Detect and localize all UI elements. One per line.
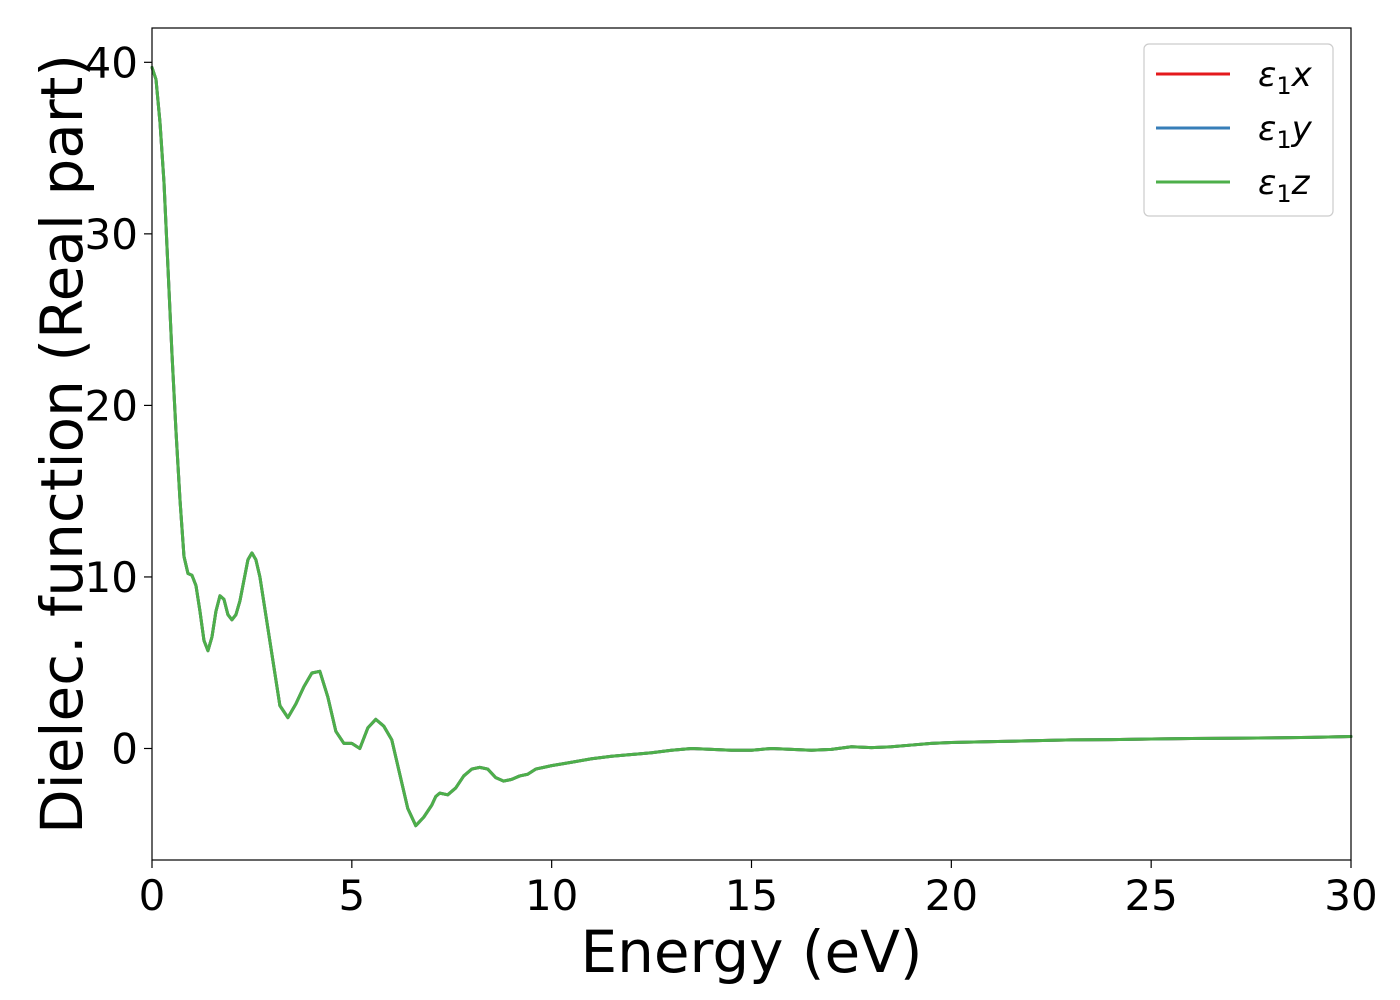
x-tick-label: 30	[1324, 871, 1377, 920]
y-axis-label: Dielec. function (Real part)	[28, 54, 96, 834]
x-axis-label: Energy (eV)	[580, 918, 922, 986]
y-tick-label: 40	[85, 38, 138, 87]
y-tick-label: 10	[85, 553, 138, 602]
y-tick-label: 0	[111, 724, 138, 773]
legend-label-z: ε1z	[1258, 163, 1311, 208]
legend-box	[1143, 43, 1334, 217]
x-tick-label: 0	[139, 871, 166, 920]
series-layer	[150, 65, 1353, 828]
y-tick-label: 30	[85, 210, 138, 259]
legend: ε1x ε1y ε1z	[1143, 43, 1334, 217]
x-axis: 0 5 10 15 20 25 30	[139, 860, 1378, 920]
series-line-z	[150, 65, 1353, 828]
x-tick-label: 25	[1124, 871, 1177, 920]
y-axis: 0 10 20 30 40	[85, 38, 152, 773]
y-tick-label: 20	[85, 381, 138, 430]
x-tick-label: 10	[525, 871, 578, 920]
x-tick-label: 20	[925, 871, 978, 920]
legend-label-x: ε1x	[1258, 55, 1313, 100]
x-tick-label: 5	[338, 871, 365, 920]
x-tick-label: 15	[725, 871, 778, 920]
legend-label-y: ε1y	[1258, 109, 1313, 154]
